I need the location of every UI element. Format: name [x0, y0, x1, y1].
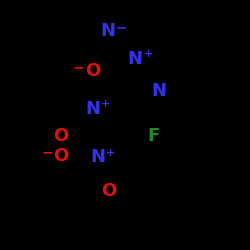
Text: −: − [73, 60, 85, 74]
Text: N: N [128, 50, 142, 68]
Text: −: − [42, 146, 53, 160]
Text: N: N [85, 100, 100, 118]
Text: +: + [144, 49, 153, 59]
Text: N: N [100, 22, 115, 40]
Text: N: N [90, 148, 105, 166]
Text: O: O [85, 62, 100, 80]
Text: +: + [101, 99, 110, 109]
Text: −: − [116, 20, 127, 34]
Text: O: O [101, 182, 116, 200]
Text: N: N [151, 82, 166, 100]
Text: +: + [106, 148, 115, 158]
Text: O: O [54, 127, 69, 145]
Text: F: F [148, 127, 160, 145]
Text: O: O [54, 147, 69, 165]
